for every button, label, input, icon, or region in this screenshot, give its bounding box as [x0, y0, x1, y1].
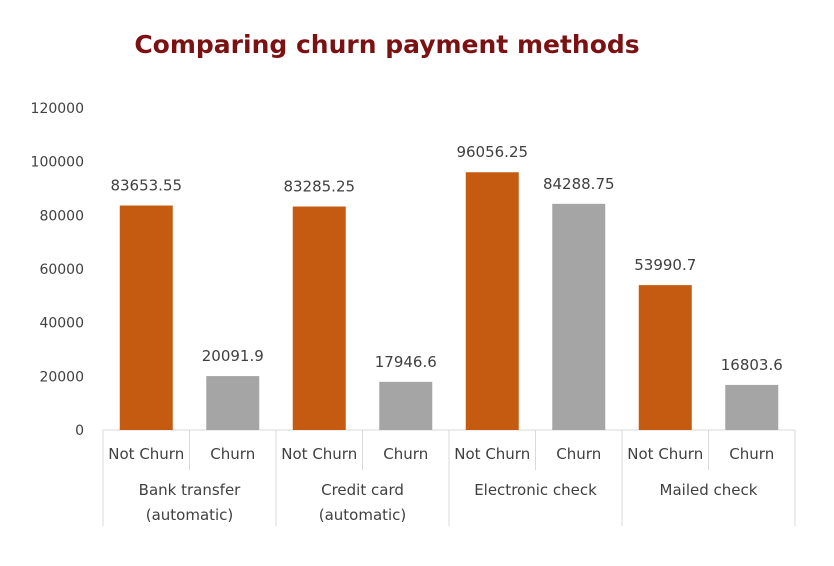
data-label: 83285.25	[283, 178, 355, 196]
x-tick-label: Not Churn	[454, 445, 530, 463]
bar-not-churn	[465, 172, 519, 430]
bar-not-churn	[292, 206, 346, 430]
bar-churn	[379, 381, 433, 430]
x-tick-label: Churn	[383, 445, 428, 463]
group-label: Bank transfer	[139, 481, 242, 499]
data-label: 83653.55	[110, 177, 182, 195]
y-tick-label: 20000	[39, 369, 84, 385]
data-label: 96056.25	[456, 143, 528, 161]
x-tick-label: Not Churn	[281, 445, 357, 463]
data-label: 20091.9	[202, 347, 264, 365]
data-label: 84288.75	[543, 175, 615, 193]
data-label: 53990.7	[634, 256, 696, 274]
group-label: (automatic)	[146, 506, 234, 524]
x-tick-label: Churn	[556, 445, 601, 463]
group-label: Credit card	[321, 481, 404, 499]
y-tick-label: 100000	[31, 155, 84, 171]
y-tick-label: 0	[75, 423, 84, 439]
chart-title: Comparing churn payment methods	[134, 30, 640, 59]
y-tick-label: 40000	[39, 316, 84, 332]
x-tick-label: Not Churn	[627, 445, 703, 463]
data-label: 16803.6	[721, 356, 783, 374]
x-tick-label: Churn	[210, 445, 255, 463]
y-tick-label: 60000	[39, 262, 84, 278]
bar-not-churn	[119, 205, 173, 430]
x-tick-label: Churn	[729, 445, 774, 463]
bar-not-churn	[638, 285, 692, 430]
y-tick-label: 120000	[31, 101, 84, 117]
y-tick-label: 80000	[39, 208, 84, 224]
group-label: Electronic check	[474, 481, 597, 499]
x-tick-label: Not Churn	[108, 445, 184, 463]
bar-churn	[725, 384, 779, 430]
data-label: 17946.6	[375, 353, 437, 371]
bar-churn	[552, 203, 606, 430]
group-label: Mailed check	[660, 481, 758, 499]
group-label: (automatic)	[319, 506, 407, 524]
bar-churn	[206, 376, 260, 430]
